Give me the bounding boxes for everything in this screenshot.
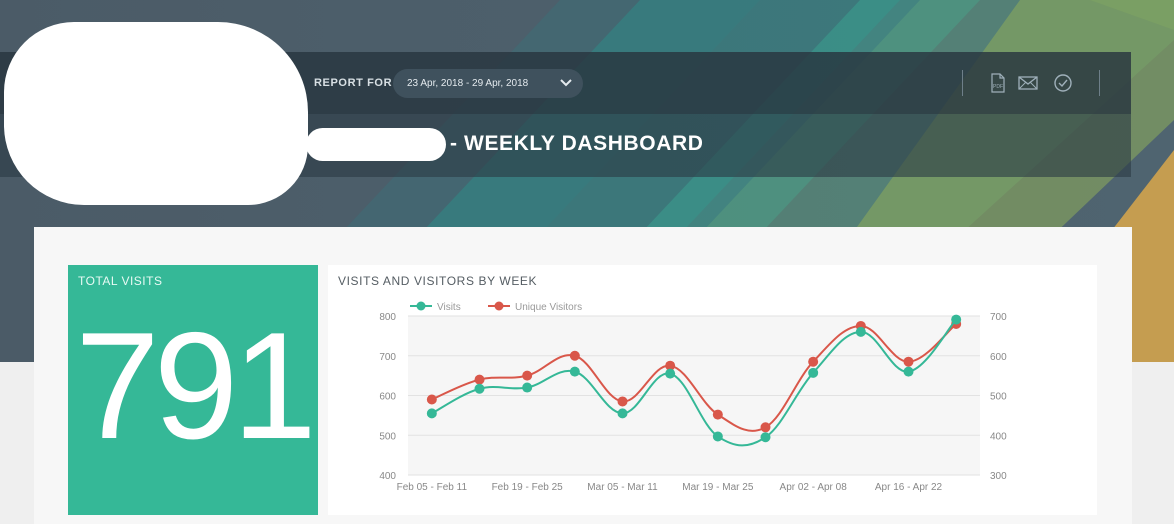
- unique-visitors-point: [903, 356, 914, 367]
- x-tick-label: Feb 19 - Feb 25: [492, 482, 564, 493]
- y-right-tick-label: 600: [990, 352, 1007, 363]
- x-axis: Feb 05 - Feb 11 Feb 19 - Feb 25 Mar 05 - M…: [397, 482, 943, 493]
- unique-visitors-point: [617, 396, 628, 407]
- date-range-value: 23 Apr, 2018 - 29 Apr, 2018: [407, 78, 529, 89]
- visits-point: [617, 408, 628, 419]
- unique-visitors-point: [569, 350, 580, 361]
- unique-visitors-point: [474, 374, 485, 385]
- visits-point: [426, 408, 437, 419]
- total-visits-value: 791: [75, 301, 317, 471]
- total-visits-label: TOTAL VISITS: [78, 274, 163, 288]
- unique-visitors-point: [522, 370, 533, 381]
- chart-legend: Visits Unique Visitors: [410, 301, 582, 313]
- mail-icon[interactable]: [1018, 73, 1038, 93]
- visits-point: [569, 366, 580, 377]
- legend-label: Visits: [437, 302, 461, 313]
- unique-visitors-point: [760, 422, 771, 433]
- svg-text:PDF: PDF: [993, 84, 1003, 90]
- visits-line-chart: Visits Unique Visitors 400 500 600 700 800 30…: [379, 301, 1007, 493]
- visits-point: [855, 326, 866, 337]
- legend-swatch-dot: [416, 301, 426, 311]
- y-right-tick-label: 500: [990, 392, 1007, 403]
- redacted-company-name: [306, 128, 446, 161]
- chart-grid: [408, 315, 980, 476]
- unique-visitors-point: [426, 394, 437, 405]
- visits-point: [951, 314, 962, 325]
- x-tick-label: Mar 05 - Mar 11: [587, 482, 658, 493]
- x-tick-label: Apr 16 - Apr 22: [875, 482, 943, 493]
- visits-point: [474, 383, 485, 394]
- x-tick-label: Apr 02 - Apr 08: [780, 482, 848, 493]
- legend-label: Unique Visitors: [515, 302, 582, 313]
- visits-point: [665, 368, 676, 379]
- pdf-icon[interactable]: PDF: [988, 73, 1008, 93]
- x-tick-label: Mar 19 - Mar 25: [682, 482, 754, 493]
- legend-swatch-dot: [494, 301, 504, 311]
- visits-point: [522, 382, 533, 393]
- y-right-tick-label: 400: [990, 431, 1007, 442]
- date-range-select[interactable]: 23 Apr, 2018 - 29 Apr, 2018: [393, 69, 583, 98]
- visits-point: [808, 367, 819, 378]
- unique-visitors-point: [808, 356, 819, 367]
- chart-series: [426, 314, 962, 447]
- chevron-down-icon: [560, 79, 572, 87]
- toolbar-divider: [1099, 70, 1100, 96]
- redacted-logo: [4, 22, 308, 205]
- chart-title: VISITS AND VISITORS BY WEEK: [338, 274, 538, 288]
- y-axis-right: 300 400 500 600 700: [990, 312, 1007, 482]
- report-for-label: REPORT FOR: [314, 77, 393, 89]
- visits-point: [712, 431, 723, 442]
- total-visits-card: [68, 265, 318, 515]
- y-axis-left: 400 500 600 700 800: [379, 312, 396, 482]
- x-tick-label: Feb 05 - Feb 11: [397, 482, 468, 493]
- y-right-tick-label: 700: [990, 312, 1007, 323]
- y-left-tick-label: 800: [379, 312, 396, 323]
- unique-visitors-point: [712, 409, 723, 420]
- y-right-tick-label: 300: [990, 471, 1007, 482]
- unique-visitors-point: [665, 360, 676, 371]
- check-circle-icon[interactable]: [1053, 73, 1073, 93]
- visits-point: [903, 366, 914, 377]
- visits-point: [760, 432, 771, 443]
- y-left-tick-label: 600: [379, 392, 396, 403]
- y-left-tick-label: 500: [379, 431, 396, 442]
- y-left-tick-label: 700: [379, 352, 396, 363]
- y-left-tick-label: 400: [379, 471, 396, 482]
- dashboard-title: - WEEKLY DASHBOARD: [450, 132, 704, 155]
- toolbar-divider: [962, 70, 963, 96]
